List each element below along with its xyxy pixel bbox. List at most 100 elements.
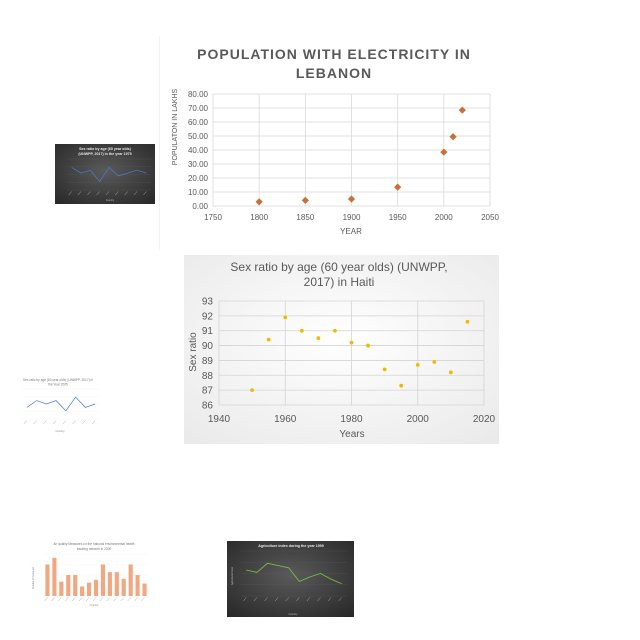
thumbnail-y-label: Number of measures	[32, 566, 35, 589]
thumbnail-plot	[241, 550, 347, 602]
thumbnail-title-line-2: (UNWPP, 2017) in the year 1975	[78, 152, 131, 156]
x-axis-label: Years	[339, 429, 364, 440]
thumbnail-background	[227, 541, 354, 617]
y-tick-label: 20.00	[188, 174, 209, 183]
gridlines	[212, 93, 491, 207]
data-point-diamond	[440, 148, 448, 156]
thumbnail-x-label: Country	[106, 199, 115, 202]
data-point	[366, 343, 370, 348]
thumbnail-category-label	[72, 597, 76, 602]
y-tick-label: 89	[202, 356, 214, 367]
thumbnail-series-line	[26, 396, 96, 412]
y-tick-labels: 0.00 10.00 20.00 30.00 40.00 50.00 60.00 70.00 8…	[188, 90, 209, 211]
thumbnail-series-line	[246, 562, 342, 585]
data-point-diamond	[449, 133, 457, 141]
thumbnail-category-label	[65, 597, 69, 602]
thumbnail-category-label	[317, 597, 321, 602]
x-tick-label: 1950	[389, 213, 407, 222]
x-axis-label: YEAR	[340, 227, 362, 236]
thumbnail-title: Agriculture index during the year 1999	[258, 544, 324, 548]
thumbnail-bar	[107, 572, 112, 596]
thumbnail-category-label	[92, 597, 97, 602]
thumbnail-bar	[142, 583, 147, 596]
x-tick-label: 2000	[435, 213, 453, 222]
thumbnail-y-label: Agricultural index	[231, 566, 234, 585]
thumbnail-category-label	[285, 597, 289, 602]
thumbnail-category-label	[51, 597, 55, 602]
thumbnail-category-label	[306, 597, 311, 602]
x-tick-label: 1850	[296, 213, 314, 222]
thumbnail-category-label	[124, 191, 128, 196]
data-point	[266, 337, 271, 342]
thumbnail-category-label	[274, 597, 279, 602]
data-point	[283, 315, 288, 320]
thumbnail-plot	[44, 553, 148, 602]
y-tick-label: 40.00	[188, 146, 209, 155]
thumbnail-air-quality-2000: Air quality Measures on the national env…	[28, 538, 153, 608]
thumbnail-category-label	[62, 420, 67, 425]
thumbnail-plot	[67, 158, 151, 196]
y-tick-label: 92	[202, 311, 214, 322]
thumbnail-category-label	[58, 597, 62, 602]
x-tick-label: 1960	[274, 414, 297, 425]
y-axis-label: POPULATON IN LAKHS	[172, 88, 179, 165]
y-tick-label: 0.00	[192, 202, 208, 211]
thumbnail-bar	[66, 575, 71, 596]
x-tick-label: 1940	[208, 414, 231, 425]
data-point	[399, 383, 404, 388]
thumbnail-bar	[128, 564, 133, 596]
thumbnail-category-label	[120, 597, 124, 602]
thumbnail-bar	[73, 575, 78, 596]
thumbnail-bar	[52, 557, 57, 596]
thumbnail-category-label	[113, 597, 117, 602]
y-tick-label: 88	[202, 371, 214, 382]
gridlines	[218, 300, 485, 406]
thumbnail-title-line-1: Sex ratio by age (60 year olds)	[79, 147, 132, 151]
y-tick-label: 87	[202, 386, 214, 397]
thumbnail-sex-ratio-1975: Sex ratio by age (60 year olds) (UNWPP, …	[55, 144, 155, 204]
chart-background	[184, 255, 499, 444]
thumbnail-category-label	[133, 191, 138, 196]
data-point	[316, 336, 321, 341]
y-axis-label: Sex ratio	[188, 332, 199, 372]
y-tick-label: 70.00	[188, 104, 209, 113]
thumbnail-x-label: Country	[89, 603, 99, 607]
thumbnail-x-label: Country	[55, 429, 65, 433]
y-tick-label: 86	[202, 401, 214, 412]
thumbnail-series-line	[71, 166, 147, 183]
thumbnail-category-label	[33, 420, 37, 425]
x-tick-labels: 1750 1800 1850 1900 1950 2000 2050	[204, 213, 499, 222]
thumbnail-category-label	[23, 420, 28, 425]
divider	[159, 36, 160, 250]
data-point-diamond	[394, 183, 402, 191]
thumbnail-title-line-2: tracking network in 2000	[77, 547, 112, 551]
thumbnail-bar	[93, 579, 99, 596]
thumbnail-bar	[80, 586, 85, 596]
thumbnail-bar	[45, 564, 50, 596]
y-tick-label: 80.00	[188, 90, 209, 99]
thumbnail-category-label	[134, 597, 138, 602]
thumbnail-category-label	[143, 191, 147, 196]
thumbnail-title-line-1: Sex ratio by age (60 year olds) (UNWPP, …	[23, 378, 93, 382]
y-tick-label: 30.00	[188, 160, 209, 169]
thumbnail-category-label	[82, 420, 86, 425]
thumbnail-sex-ratio-2005: Sex ratio by age (60 year olds) (UNWPP, …	[8, 374, 108, 436]
y-tick-label: 50.00	[188, 132, 209, 141]
x-tick-label: 1980	[340, 414, 363, 425]
thumbnail-category-label	[77, 191, 82, 196]
data-points	[250, 315, 470, 393]
lebanon-electricity-chart: POPULATION WITH ELECTRICITY IN LEBANON 0…	[172, 46, 499, 236]
thumbnail-category-label	[52, 420, 57, 425]
data-point-diamond	[347, 195, 356, 203]
haiti-sex-ratio-chart: Sex ratio by age (60 year olds) (UNWPP, …	[184, 255, 499, 444]
thumbnail-category-label	[327, 597, 332, 602]
data-points	[255, 106, 466, 206]
x-tick-label: 2000	[407, 414, 430, 425]
thumbnail-title-line-1: Air quality Measures on the national env…	[53, 542, 134, 546]
thumbnail-bar	[100, 564, 106, 596]
thumbnail-bar	[59, 581, 64, 596]
x-tick-label: 2050	[481, 213, 499, 222]
thumbnail-category-label	[87, 191, 91, 196]
thumbnail-category-label	[264, 597, 268, 602]
chart-title-line-2: 2017) in Haiti	[304, 275, 375, 289]
